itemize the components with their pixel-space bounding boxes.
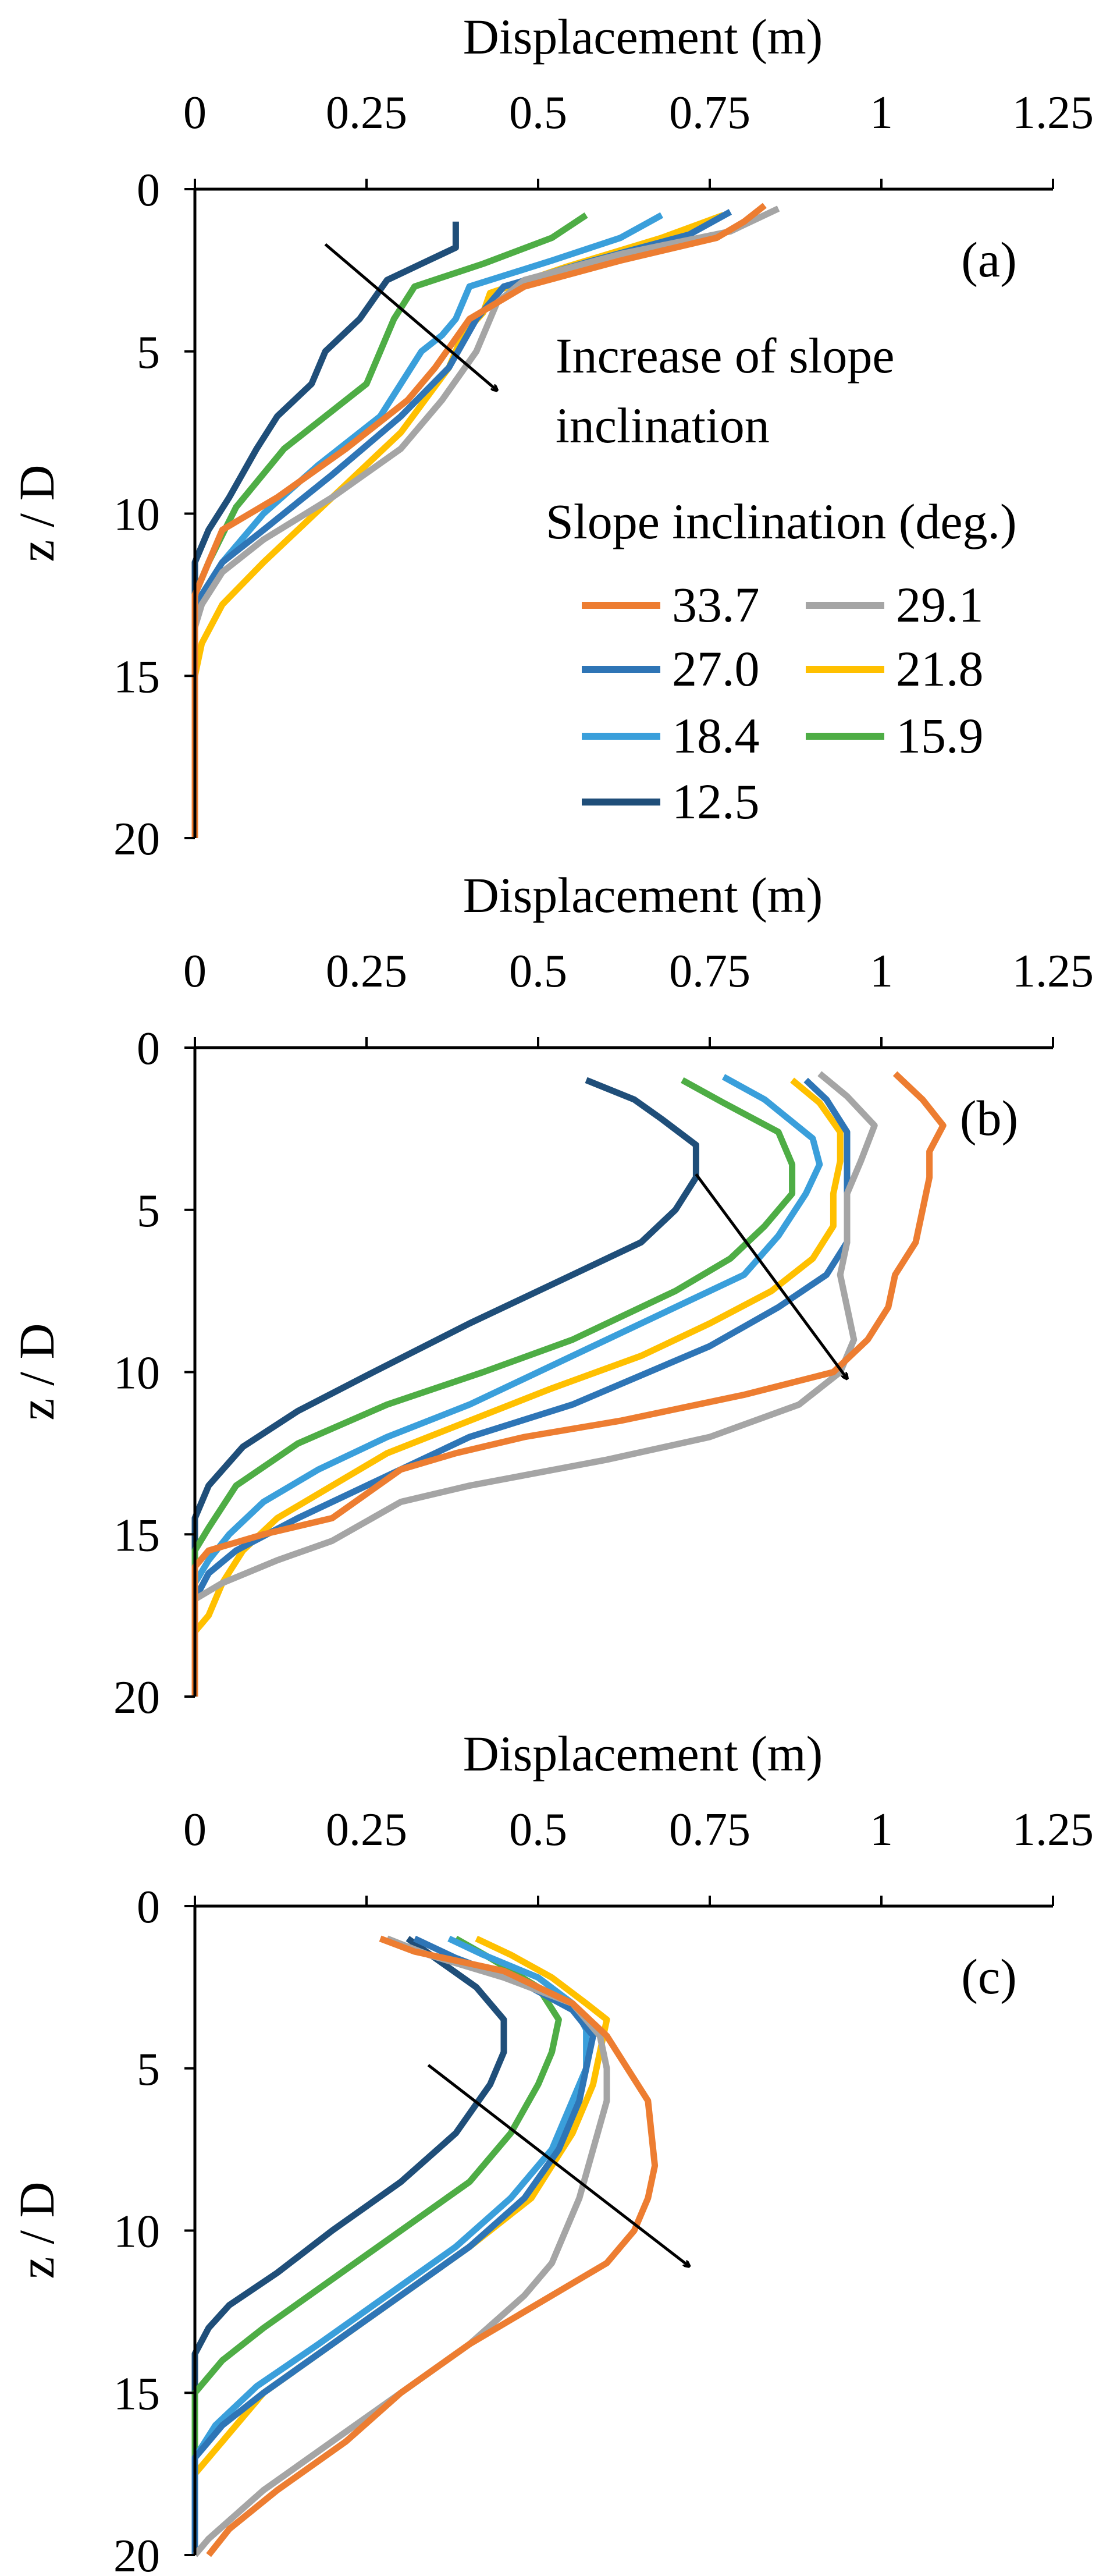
- series-line-33-7: [191, 1071, 947, 1697]
- y-tick-label: 0: [137, 1882, 160, 1933]
- chart-panel-a: 0 0.25 0.5 0.75 1 1.25 0 5 10 15 20 Displacement (…: [9, 9, 1094, 865]
- legend-label-33-7: 33.7: [672, 577, 760, 633]
- series-line-15-9: [191, 1077, 796, 1697]
- panel-label-b: (b): [960, 1090, 1018, 1146]
- x-tick-label: 0: [183, 87, 207, 139]
- legend-label-18-4: 18.4: [672, 708, 760, 764]
- legend-label-29-1: 29.1: [896, 577, 984, 633]
- x-tick-label: 1: [870, 87, 893, 139]
- x-axis-title: Displacement (m): [463, 9, 823, 65]
- y-tick-label: 10: [113, 2206, 160, 2258]
- y-tick-label: 5: [137, 327, 160, 378]
- series-line-27-0: [191, 1077, 851, 1697]
- y-tick-label: 10: [113, 1348, 160, 1399]
- series-line-27-0: [191, 1935, 596, 2555]
- y-tick-label: 0: [137, 165, 160, 216]
- chart-panel-c: 0 0.25 0.5 0.75 1 1.25 0 5 10 15 20 Displacement (…: [9, 1726, 1094, 2576]
- legend: 33.7 29.1 27.0 21.8 18.4 15.9 12.5: [582, 577, 984, 829]
- series-line-12-5: [191, 1077, 699, 1697]
- x-tick-label: 0.25: [326, 946, 407, 997]
- y-tick-label: 10: [113, 489, 160, 541]
- series-line-29-1: [191, 205, 780, 838]
- y-tick-label: 15: [113, 2368, 160, 2419]
- y-axis-title: z / D: [9, 1323, 65, 1420]
- y-tick-label: 5: [137, 2044, 160, 2095]
- trend-arrow: [427, 2064, 689, 2266]
- x-tick-label: 1: [870, 946, 893, 997]
- panel-label-a: (a): [961, 232, 1016, 288]
- panel-label-c: (c): [961, 1949, 1016, 2004]
- y-tick-label: 20: [113, 814, 160, 865]
- legend-label-12-5: 12.5: [672, 773, 760, 829]
- y-tick-label: 20: [113, 1672, 160, 1723]
- arrow-annotation-line1: Increase of slope: [556, 328, 895, 384]
- legend-label-15-9: 15.9: [896, 708, 984, 764]
- series-line-12-5: [191, 221, 459, 838]
- x-tick-label: 1.25: [1012, 1804, 1094, 1855]
- trend-arrow: [324, 243, 497, 391]
- series-line-29-1: [192, 1935, 610, 2557]
- y-tick-label: 0: [137, 1023, 160, 1074]
- x-tick-label: 0.25: [326, 1804, 407, 1855]
- series-line-12-5: [191, 1936, 507, 2555]
- x-tick-label: 0: [183, 946, 207, 997]
- y-tick-label: 15: [113, 1510, 160, 1561]
- x-tick-label: 0.75: [669, 87, 750, 139]
- x-tick-label: 0.5: [509, 1804, 567, 1855]
- arrow-annotation-line2: inclination: [556, 398, 770, 453]
- series-line-18-4: [191, 1074, 823, 1697]
- x-tick-label: 0.75: [669, 946, 750, 997]
- series-line-33-7: [191, 203, 767, 838]
- y-axis-title: z / D: [9, 2181, 65, 2279]
- y-tick-label: 5: [137, 1186, 160, 1237]
- x-tick-label: 1.25: [1012, 946, 1094, 997]
- x-tick-label: 0.5: [509, 87, 567, 139]
- x-tick-label: 0.75: [669, 1804, 750, 1855]
- y-tick-label: 20: [113, 2531, 160, 2576]
- chart-panel-b: 0 0.25 0.5 0.75 1 1.25 0 5 10 15 20 Displacement (…: [9, 867, 1094, 1723]
- y-axis-title: z / D: [9, 464, 65, 562]
- x-tick-label: 1.25: [1012, 87, 1094, 139]
- series-line-33-7: [206, 1935, 659, 2557]
- series-line-29-1: [191, 1071, 878, 1697]
- x-tick-label: 0.5: [509, 946, 567, 997]
- trend-arrow: [695, 1173, 847, 1378]
- x-tick-label: 1: [870, 1804, 893, 1855]
- series-line-18-4: [191, 1935, 590, 2555]
- x-axis-title: Displacement (m): [463, 867, 823, 923]
- y-tick-label: 15: [113, 651, 160, 702]
- x-axis-title: Displacement (m): [463, 1726, 823, 1782]
- x-tick-label: 0: [183, 1804, 207, 1855]
- legend-label-21-8: 21.8: [896, 641, 984, 697]
- series-line-21-8: [191, 1077, 844, 1697]
- x-tick-label: 0.25: [326, 87, 407, 139]
- series-line-21-8: [191, 1935, 610, 2555]
- legend-label-27-0: 27.0: [672, 641, 760, 697]
- legend-title: Slope inclination (deg.): [546, 494, 1017, 549]
